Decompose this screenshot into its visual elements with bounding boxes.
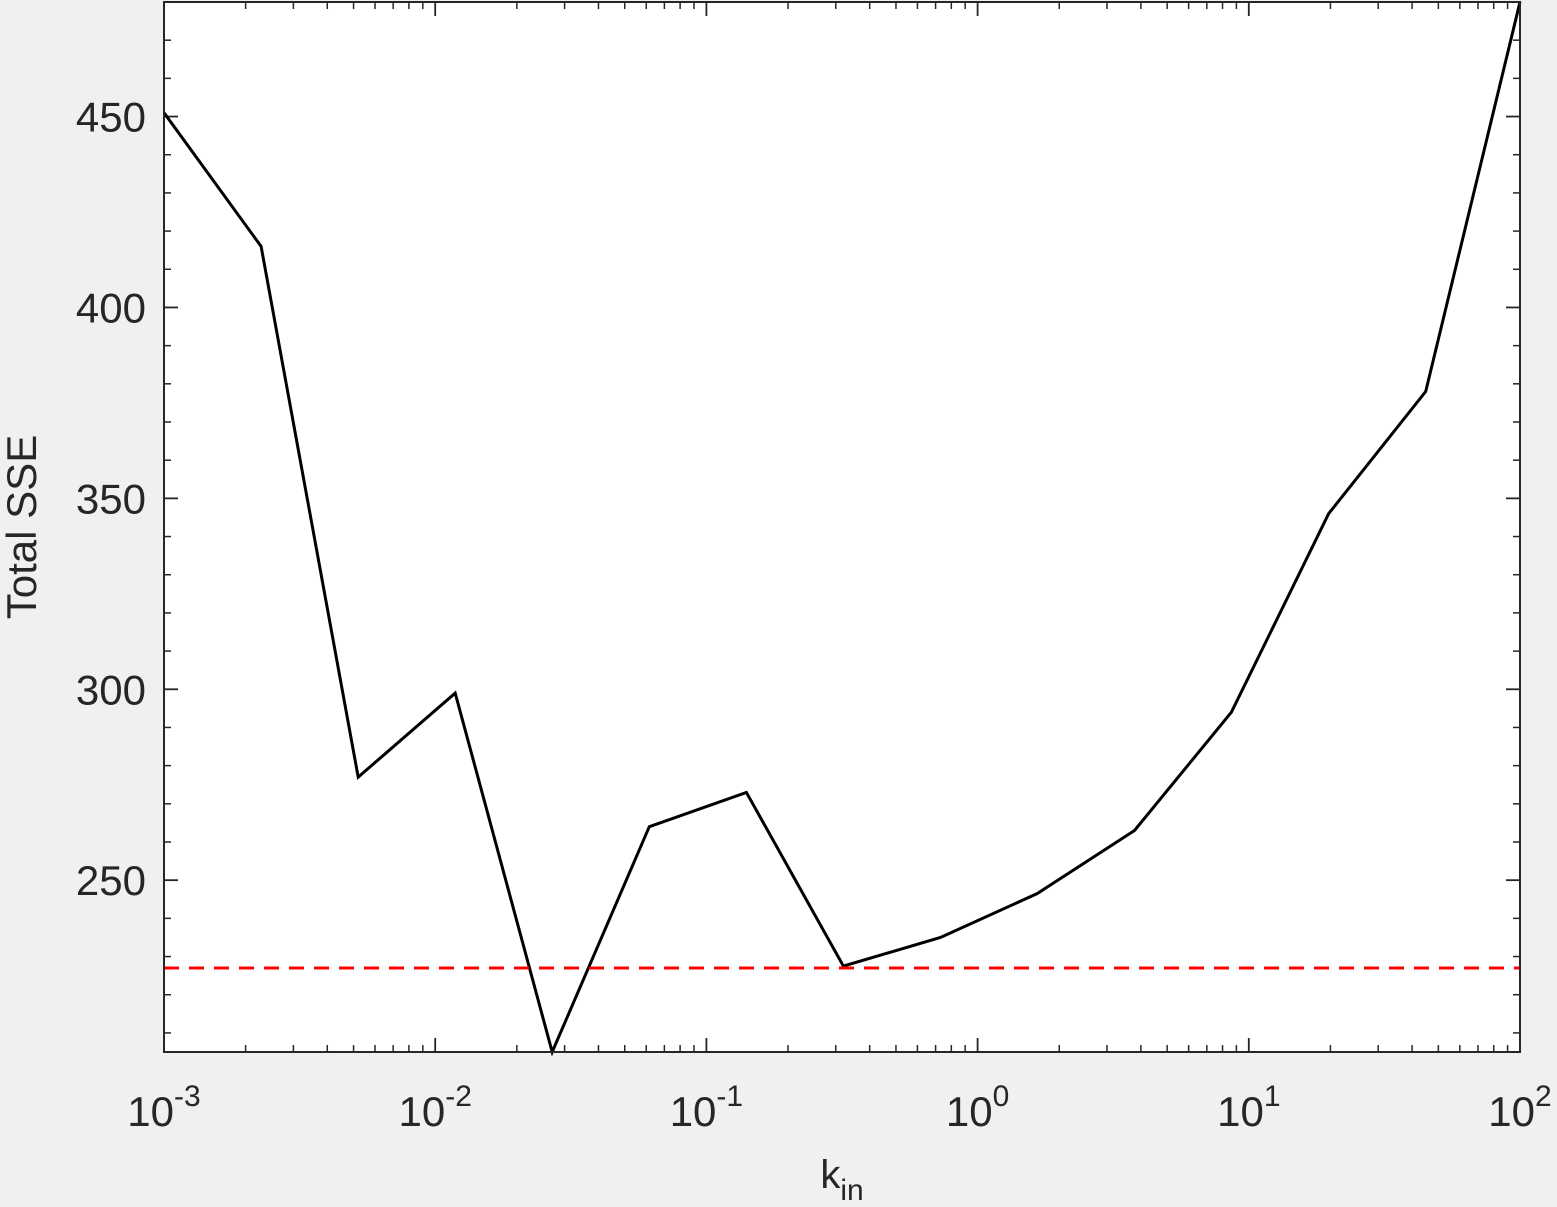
- x-tick-base: 10: [398, 1088, 445, 1135]
- y-tick-label: 450: [76, 94, 146, 141]
- sse-series-line: [162, 1, 1522, 1057]
- x-tick-exponent: 1: [1264, 1080, 1281, 1113]
- plot-frame: [163, 1, 1521, 1053]
- x-tick-label: 10-3: [127, 1080, 200, 1135]
- x-tick-base: 10: [670, 1088, 717, 1135]
- x-tick-label: 101: [1217, 1080, 1280, 1135]
- x-tick-label: 100: [946, 1080, 1009, 1135]
- x-tick-base: 10: [1217, 1088, 1264, 1135]
- x-tick-exponent: 0: [993, 1080, 1010, 1113]
- y-tick-label: 250: [76, 857, 146, 904]
- x-axis-label-base: k: [820, 1153, 841, 1197]
- x-tick-base: 10: [946, 1088, 993, 1135]
- y-tick-label: 300: [76, 666, 146, 713]
- x-axis-label: kin: [820, 1153, 863, 1207]
- y-tick-label: 350: [76, 475, 146, 522]
- x-tick-exponent: -2: [445, 1080, 472, 1113]
- x-tick-exponent: 2: [1535, 1080, 1552, 1113]
- x-tick-exponent: -1: [716, 1080, 743, 1113]
- x-tick-base: 10: [1488, 1088, 1535, 1135]
- x-tick-exponent: -3: [174, 1080, 201, 1113]
- x-axis-label-subscript: in: [840, 1174, 863, 1207]
- y-tick-label: 400: [76, 284, 146, 331]
- y-axis-label: Total SSE: [0, 435, 45, 619]
- y-tick-labels: 250 300 350 400 450: [76, 94, 146, 905]
- x-tick-base: 10: [127, 1088, 174, 1135]
- x-tick-label: 10-1: [670, 1080, 743, 1135]
- x-tick-label: 10-2: [398, 1080, 471, 1135]
- series-layer: [162, 1, 1522, 1057]
- minor-ticks: [164, 1, 1520, 1052]
- plot-area: [164, 2, 1520, 1052]
- x-tick-labels: 10-3 10-2 10-1 100 101 102: [127, 1080, 1551, 1135]
- x-tick-label: 102: [1488, 1080, 1551, 1135]
